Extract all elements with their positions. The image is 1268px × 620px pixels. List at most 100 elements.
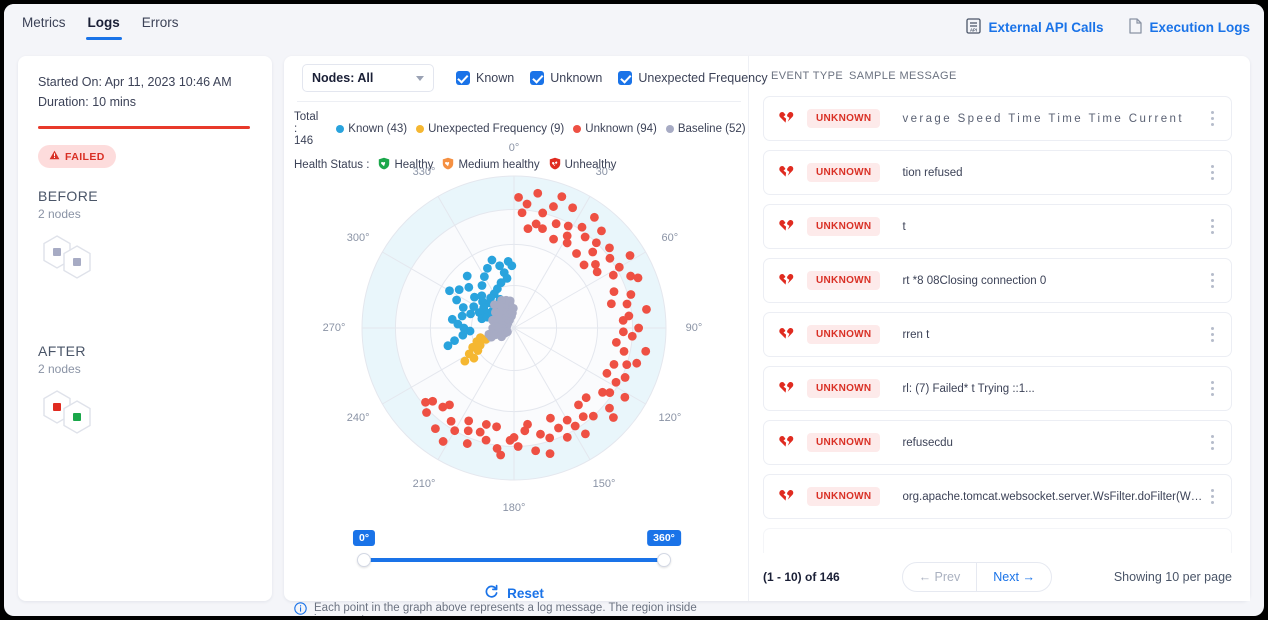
- health-label-unhealthy: Unhealthy: [564, 159, 617, 171]
- legend-counts-row: Total : 146 Known (43) Unexpected Freque…: [294, 108, 746, 150]
- document-icon: [1129, 18, 1143, 37]
- log-rows-scroll[interactable]: UNKNOWN verage Speed Time Time Time Curre…: [749, 96, 1250, 553]
- tab-metrics[interactable]: Metrics: [22, 15, 66, 30]
- filter-checkbox-group: Known Unknown Unexpected Frequency: [456, 71, 768, 85]
- event-type-badge: UNKNOWN: [807, 487, 881, 506]
- node-hexagon-4[interactable]: [62, 400, 92, 439]
- log-row[interactable]: UNKNOWN tion refused: [763, 150, 1232, 195]
- checkbox-unknown-box[interactable]: [530, 71, 545, 85]
- pagination-buttons: ← Prev Next →: [901, 562, 1052, 592]
- log-row[interactable]: UNKNOWN rl: (7) Failed* t Trying ::1...: [763, 366, 1232, 411]
- api-document-icon: API: [966, 18, 982, 37]
- slider-max-bubble: 360°: [647, 530, 681, 546]
- checkbox-unknown[interactable]: Unknown: [530, 71, 602, 85]
- row-menu-button[interactable]: [1203, 381, 1221, 396]
- panel-divider: [748, 56, 749, 601]
- prev-page-button[interactable]: ← Prev: [918, 570, 961, 584]
- polar-tick-0deg: 0°: [508, 142, 520, 154]
- event-type-badge: UNKNOWN: [807, 433, 881, 452]
- broken-heart-icon: [778, 162, 795, 183]
- checkbox-known-box[interactable]: [456, 71, 470, 85]
- slider-rail: [364, 558, 664, 562]
- polar-tick-270deg: 270°: [322, 322, 346, 334]
- row-menu-button[interactable]: [1203, 489, 1221, 504]
- checkbox-unexpected-frequency-label: Unexpected Frequency: [638, 71, 768, 85]
- chart-legend: Total : 146 Known (43) Unexpected Freque…: [294, 108, 746, 176]
- row-menu-button[interactable]: [1203, 273, 1221, 288]
- warning-triangle-icon: [49, 150, 60, 163]
- legend-item-unexpected-frequency[interactable]: Unexpected Frequency (9): [416, 123, 564, 135]
- row-menu-button[interactable]: [1203, 435, 1221, 450]
- log-row[interactable]: UNKNOWN org.apache.tomcat.websocket.serve…: [763, 474, 1232, 519]
- external-api-calls-link[interactable]: API External API Calls: [966, 18, 1103, 37]
- row-menu-button[interactable]: [1203, 111, 1221, 126]
- broken-heart-icon: [778, 378, 795, 399]
- status-progress-bar: [38, 126, 250, 129]
- shield-broken-heart-icon: [549, 157, 561, 173]
- angle-range-slider: 0° 360° Reset: [284, 530, 744, 602]
- tab-list: Metrics Logs Errors: [4, 4, 179, 40]
- broken-heart-icon: [778, 108, 795, 129]
- duration-text: Duration: 10 mins: [38, 95, 136, 109]
- slider-track[interactable]: 0° 360°: [352, 530, 681, 568]
- app-window: Metrics Logs Errors API External API Cal…: [4, 4, 1264, 616]
- legend-item-baseline[interactable]: Baseline (52): [665, 123, 746, 135]
- row-menu-button[interactable]: [1203, 165, 1221, 180]
- after-section-title: AFTER: [38, 343, 86, 359]
- log-row[interactable]: [763, 528, 1232, 553]
- log-row[interactable]: UNKNOWN t: [763, 204, 1232, 249]
- legend-dot-unexpected-frequency: [416, 125, 425, 133]
- next-page-button[interactable]: Next →: [976, 563, 1051, 591]
- top-tab-bar: Metrics Logs Errors API External API Cal…: [4, 4, 1264, 49]
- checkbox-unexpected-frequency-box[interactable]: [618, 71, 633, 85]
- log-row[interactable]: UNKNOWN rren t: [763, 312, 1232, 357]
- broken-heart-icon: [778, 324, 795, 345]
- checkbox-known[interactable]: Known: [456, 71, 514, 85]
- top-links: API External API Calls Execution Logs: [966, 18, 1250, 37]
- controls-divider: [297, 101, 741, 102]
- execution-logs-link[interactable]: Execution Logs: [1129, 18, 1250, 37]
- log-row[interactable]: UNKNOWN refusecdu: [763, 420, 1232, 465]
- log-message: refusecdu: [902, 436, 953, 449]
- log-message: rl: (7) Failed* t Trying ::1...: [902, 382, 1035, 395]
- log-row[interactable]: UNKNOWN rt *8 08Closing connection 0: [763, 258, 1232, 303]
- row-menu-button[interactable]: [1203, 219, 1221, 234]
- reset-button[interactable]: Reset: [284, 584, 744, 602]
- log-message: tion refused: [902, 166, 963, 179]
- polar-scatter-chart[interactable]: 0° 30° 60° 90° 120° 150° 180° 210° 240° 270° 300° 3…: [284, 142, 744, 546]
- log-message: org.apache.tomcat.websocket.server.WsFil…: [902, 490, 1203, 503]
- polar-chart-svg[interactable]: [284, 156, 744, 506]
- health-label-healthy: Healthy: [394, 159, 434, 171]
- legend-item-unknown[interactable]: Unknown (94): [573, 123, 657, 135]
- pagination-bar: (1 - 10) of 146 ← Prev Next → Showing 10…: [749, 553, 1250, 601]
- after-nodes-graphic[interactable]: [38, 390, 252, 436]
- polar-tick-210deg: 210°: [412, 477, 436, 490]
- row-menu-button[interactable]: [1203, 327, 1221, 342]
- node-hexagon-2[interactable]: [62, 245, 92, 284]
- polar-tick-30deg: 30°: [595, 166, 613, 179]
- broken-heart-icon: [778, 486, 795, 507]
- pagination-count: (1 - 10) of 146: [763, 570, 840, 584]
- legend-item-known[interactable]: Known (43): [336, 123, 407, 135]
- legend-label-baseline: Baseline (52): [677, 123, 746, 135]
- legend-total: Total : 146: [294, 111, 319, 147]
- slider-max-knob[interactable]: [657, 553, 671, 567]
- log-message: rt *8 08Closing connection 0: [902, 274, 1047, 287]
- legend-label-unknown: Unknown (94): [585, 123, 657, 135]
- started-on-text: Started On: Apr 11, 2023 10:46 AM: [38, 75, 232, 89]
- slider-min-knob[interactable]: [357, 553, 371, 567]
- legend-label-unexpected-frequency: Unexpected Frequency (9): [428, 123, 565, 135]
- nodes-select[interactable]: Nodes: All: [302, 64, 434, 92]
- tab-errors[interactable]: Errors: [141, 15, 179, 30]
- run-summary-sidebar: Started On: Apr 11, 2023 10:46 AM Durati…: [18, 56, 272, 601]
- log-list-header: EVENT TYPE SAMPLE MESSAGE: [749, 56, 1250, 90]
- polar-tick-330deg: 330°: [412, 166, 436, 179]
- info-icon: [294, 602, 307, 616]
- polar-tick-90deg: 90°: [685, 322, 703, 334]
- before-nodes-graphic[interactable]: [38, 235, 252, 281]
- tab-logs[interactable]: Logs: [85, 15, 123, 40]
- slider-min-bubble: 0°: [352, 530, 376, 546]
- shield-heart-medium-icon: [442, 157, 454, 173]
- log-row[interactable]: UNKNOWN verage Speed Time Time Time Curre…: [763, 96, 1232, 141]
- checkbox-unexpected-frequency[interactable]: Unexpected Frequency: [618, 71, 768, 85]
